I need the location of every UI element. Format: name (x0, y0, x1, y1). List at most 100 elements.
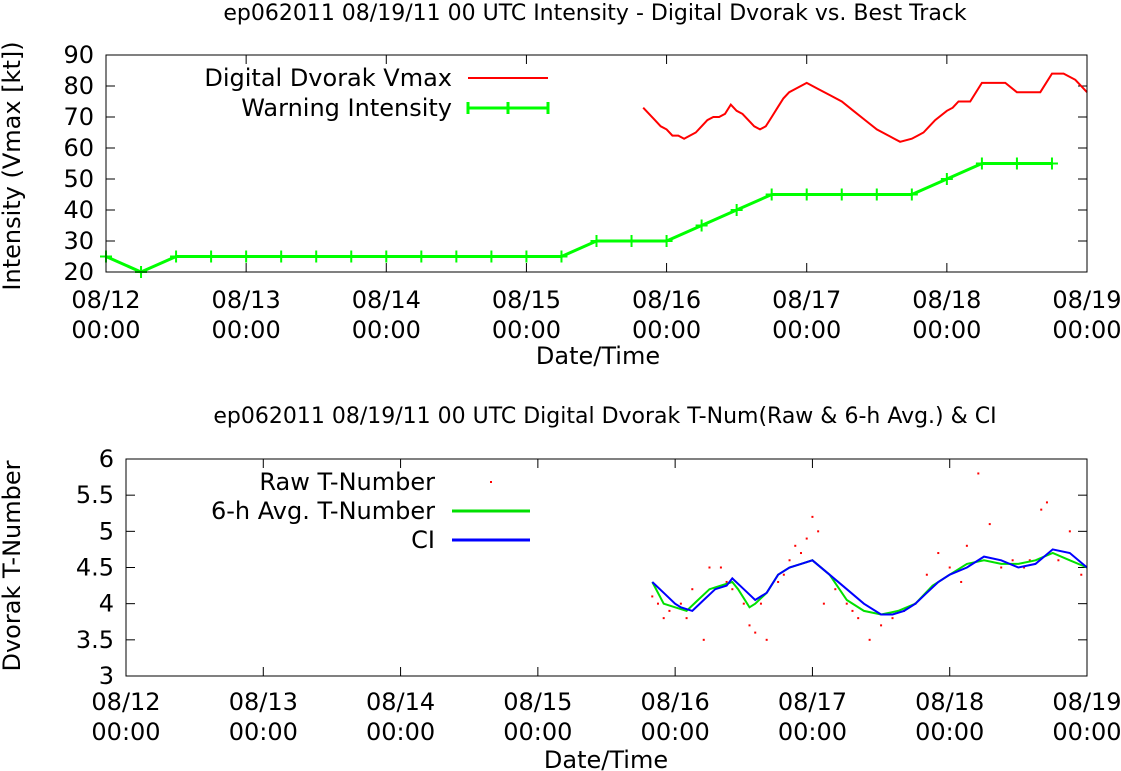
legend-label-dvorak-vmax: Digital Dvorak Vmax (204, 64, 452, 92)
data-point-raw-t-number (651, 595, 654, 598)
data-point-warning-intensity (310, 250, 323, 263)
data-point-raw-t-number (759, 602, 762, 605)
tnumber-x-axis-label: Date/Time (544, 746, 668, 771)
data-point-raw-t-number (811, 515, 814, 518)
x-tick-label-date: 08/16 (632, 286, 701, 314)
data-point-raw-t-number (782, 573, 785, 576)
data-point-raw-t-number (868, 638, 871, 641)
y-tick-label: 40 (63, 196, 94, 224)
data-point-raw-t-number (788, 559, 791, 562)
series-line-6-h-avg-t-number (651, 551, 1088, 616)
data-point-raw-t-number (656, 602, 659, 605)
data-point-raw-t-number (965, 544, 968, 547)
x-tick-label-time: 00:00 (912, 316, 981, 344)
data-point-raw-t-number (948, 566, 951, 569)
y-tick-label: 3 (99, 662, 114, 690)
x-tick-label-date: 08/15 (503, 688, 572, 716)
x-tick-label-time: 00:00 (772, 316, 841, 344)
data-point-warning-intensity (1010, 157, 1023, 170)
x-tick-label-date: 08/13 (229, 688, 298, 716)
x-tick-label-date: 08/18 (912, 286, 981, 314)
intensity-legend: Digital Dvorak Vmax Warning Intensity (204, 64, 550, 122)
x-tick-label-time: 00:00 (1052, 316, 1121, 344)
legend-label-6h-avg: 6-h Avg. T-Number (211, 497, 435, 525)
y-tick-label: 80 (63, 72, 94, 100)
data-point-raw-t-number (977, 472, 980, 475)
data-point-raw-t-number (731, 588, 734, 591)
data-point-raw-t-number (988, 523, 991, 526)
data-point-raw-t-number (777, 580, 780, 583)
data-point-raw-t-number (691, 588, 694, 591)
x-tick-label-date: 08/12 (91, 688, 160, 716)
legend-dot-raw-tnumber (490, 481, 492, 483)
data-point-raw-t-number (754, 631, 757, 634)
intensity-plot-area: 203040506070809008/1200:0008/1300:0008/1… (63, 41, 1121, 344)
legend-label-raw-tnumber: Raw T-Number (259, 468, 435, 496)
x-tick-label-time: 00:00 (91, 718, 160, 746)
y-tick-label: 20 (63, 258, 94, 286)
y-tick-label: 5 (99, 517, 114, 545)
data-point-raw-t-number (805, 537, 808, 540)
data-point-warning-intensity (485, 250, 498, 263)
series-line-warning-intensity (105, 162, 1052, 274)
y-tick-label: 3.5 (76, 626, 114, 654)
x-tick-label-date: 08/16 (641, 688, 710, 716)
data-point-raw-t-number (960, 580, 963, 583)
data-point-warning-intensity (205, 250, 218, 263)
tnumber-plot-area: 33.544.555.5608/1200:0008/1300:0008/1400… (76, 445, 1121, 746)
data-point-warning-intensity (590, 235, 603, 247)
data-point-raw-t-number (851, 609, 854, 612)
data-point-warning-intensity (555, 250, 568, 263)
x-tick-label-date: 08/13 (212, 286, 281, 314)
data-point-raw-t-number (834, 588, 837, 591)
data-point-warning-intensity (170, 250, 183, 263)
plot-frame (125, 458, 1088, 677)
data-point-raw-t-number (937, 552, 940, 555)
data-point-warning-intensity (660, 235, 673, 247)
x-tick-label-time: 00:00 (352, 316, 421, 344)
tnumber-legend: Raw T-Number 6-h Avg. T-Number CI (211, 468, 530, 554)
data-point-warning-intensity (800, 188, 813, 201)
data-point-raw-t-number (765, 638, 768, 641)
tnumber-y-axis-label: Dvorak T-Number (0, 460, 26, 671)
data-point-warning-intensity (240, 250, 253, 263)
data-point-warning-intensity (765, 188, 778, 201)
intensity-chart: ep062011 08/19/11 00 UTC Intensity - Dig… (0, 1, 1121, 370)
y-tick-label: 5.5 (76, 481, 114, 509)
plot-frame (105, 54, 1088, 273)
data-point-warning-intensity (450, 250, 463, 263)
x-tick-label-time: 00:00 (503, 718, 572, 746)
x-tick-label-time: 00:00 (492, 316, 561, 344)
x-tick-label-time: 00:00 (632, 316, 701, 344)
tnumber-chart: ep062011 08/19/11 00 UTC Digital Dvorak … (0, 404, 1121, 771)
x-tick-label-date: 08/17 (778, 688, 847, 716)
x-tick-label-date: 08/19 (1052, 688, 1121, 716)
data-point-warning-intensity (905, 188, 918, 201)
data-point-warning-intensity (275, 250, 288, 263)
data-point-raw-t-number (662, 617, 665, 620)
data-point-raw-t-number (1028, 559, 1031, 562)
data-point-raw-t-number (679, 602, 682, 605)
data-point-raw-t-number (1011, 559, 1014, 562)
x-tick-label-date: 08/12 (71, 286, 140, 314)
data-point-warning-intensity (835, 188, 848, 201)
data-point-raw-t-number (702, 638, 705, 641)
data-point-raw-t-number (925, 573, 928, 576)
data-point-raw-t-number (668, 609, 671, 612)
data-point-raw-t-number (1080, 573, 1083, 576)
y-tick-label: 90 (63, 41, 94, 69)
y-tick-label: 70 (63, 103, 94, 131)
legend-label-warning-intensity: Warning Intensity (241, 94, 452, 122)
x-tick-label-time: 00:00 (366, 718, 435, 746)
data-point-raw-t-number (748, 624, 751, 627)
x-tick-label-date: 08/14 (352, 286, 421, 314)
data-point-warning-intensity (1045, 157, 1058, 170)
data-point-raw-t-number (725, 580, 728, 583)
data-point-warning-intensity (730, 204, 743, 216)
y-tick-label: 30 (63, 227, 94, 255)
data-point-warning-intensity (625, 235, 638, 247)
data-point-raw-t-number (845, 602, 848, 605)
data-point-raw-t-number (1045, 501, 1048, 504)
data-point-raw-t-number (1040, 508, 1043, 511)
data-point-raw-t-number (1000, 566, 1003, 569)
